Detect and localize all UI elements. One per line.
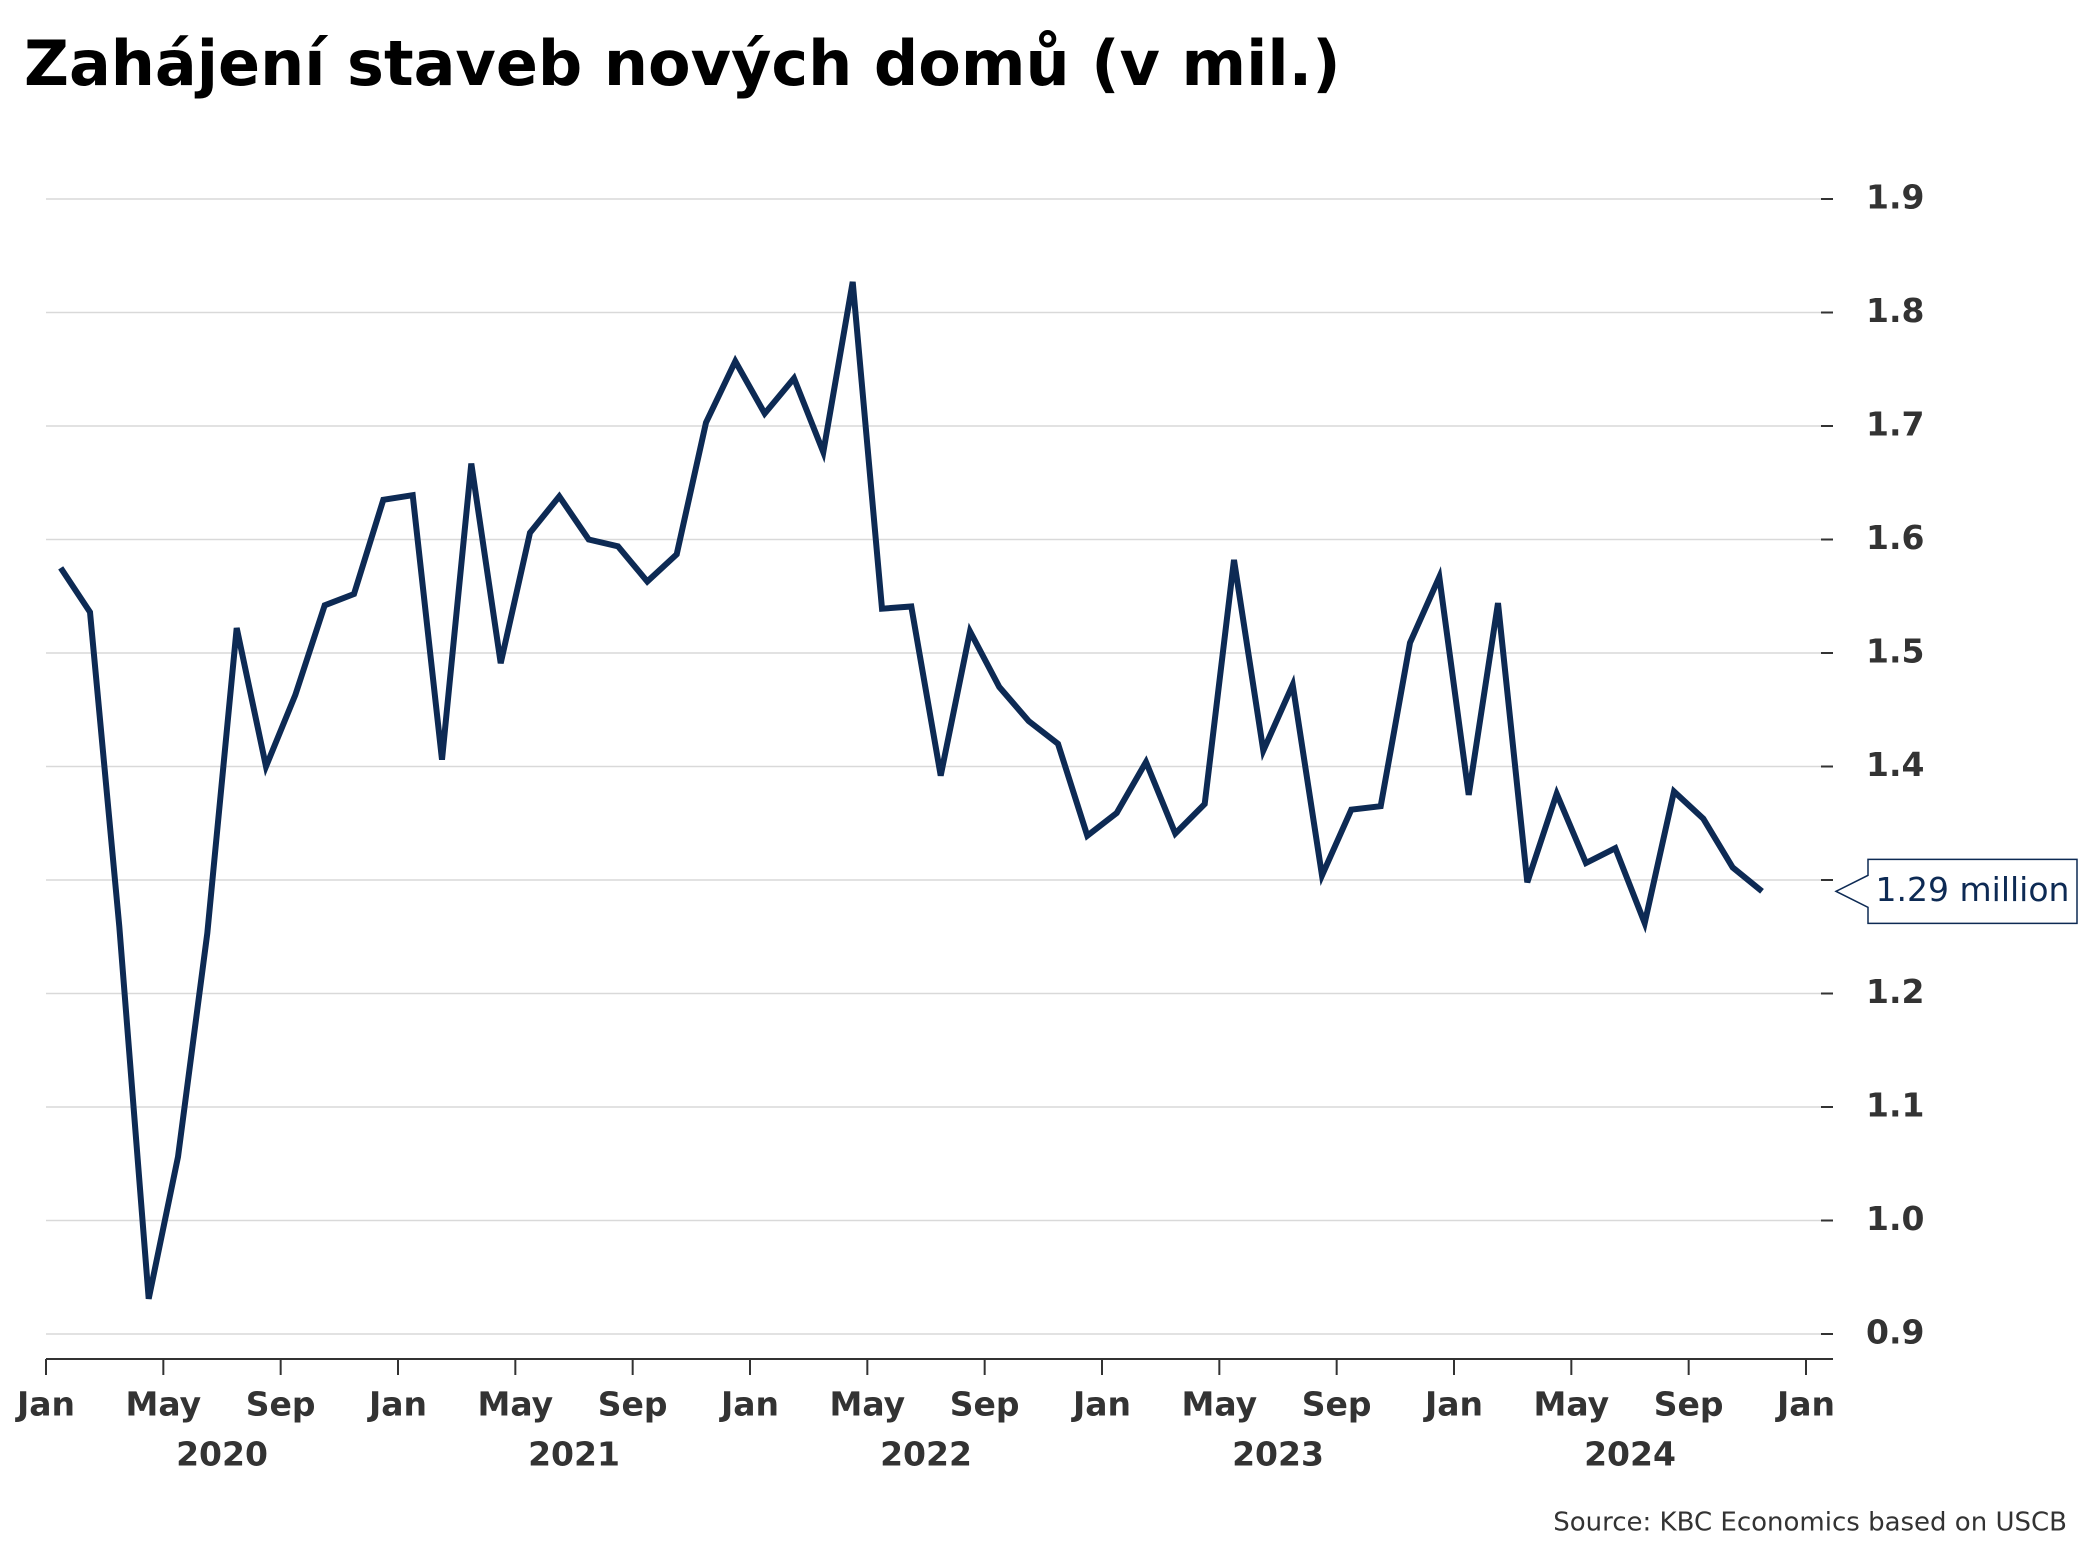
- y-tick-label: 1.0: [1866, 1199, 1924, 1238]
- year-label: 2022: [880, 1435, 972, 1474]
- x-tick-label: May: [1182, 1385, 1258, 1424]
- y-tick-label: 1.5: [1866, 632, 1924, 671]
- x-tick-label: Sep: [1302, 1385, 1372, 1424]
- x-tick-label: May: [830, 1385, 906, 1424]
- y-tick-label: 0.9: [1866, 1313, 1924, 1352]
- y-tick-label: 1.8: [1866, 291, 1924, 330]
- y-tick-label: 1.4: [1866, 745, 1924, 784]
- year-label: 2024: [1584, 1435, 1676, 1474]
- chart-title: Zahájení staveb nových domů (v mil.): [24, 27, 1341, 100]
- x-tick-label: Sep: [246, 1385, 316, 1424]
- callout-box: [1834, 858, 2078, 925]
- x-tick-label: Jan: [1071, 1385, 1131, 1424]
- x-tick-label: Jan: [367, 1385, 427, 1424]
- x-tick-label: May: [126, 1385, 202, 1424]
- y-tick-label: 1.1: [1866, 1086, 1924, 1125]
- x-tick-label: May: [1534, 1385, 1610, 1424]
- x-tick-label: Sep: [598, 1385, 668, 1424]
- source: Source: KBC Economics based on USCB: [1553, 1508, 2067, 1538]
- x-tick-label: Sep: [1654, 1385, 1724, 1424]
- x-tick-label: Jan: [1775, 1385, 1835, 1424]
- x-tick-label: Jan: [1423, 1385, 1483, 1424]
- callout-label: 1.29 million: [1876, 870, 2070, 909]
- x-tick-label: Jan: [719, 1385, 779, 1424]
- x-tick-label: Jan: [15, 1385, 75, 1424]
- x-tick-label: May: [478, 1385, 554, 1424]
- y-tick-label: 1.9: [1866, 178, 1924, 217]
- y-tick-label: 1.7: [1866, 405, 1924, 444]
- year-label: 2020: [176, 1435, 268, 1474]
- x-tick-label: Sep: [950, 1385, 1020, 1424]
- data-line: [58, 281, 1764, 1300]
- year-label: 2021: [528, 1435, 620, 1474]
- y-tick-label: 1.6: [1866, 518, 1924, 557]
- year-label: 2023: [1232, 1435, 1324, 1474]
- y-tick-label: 1.2: [1866, 972, 1924, 1011]
